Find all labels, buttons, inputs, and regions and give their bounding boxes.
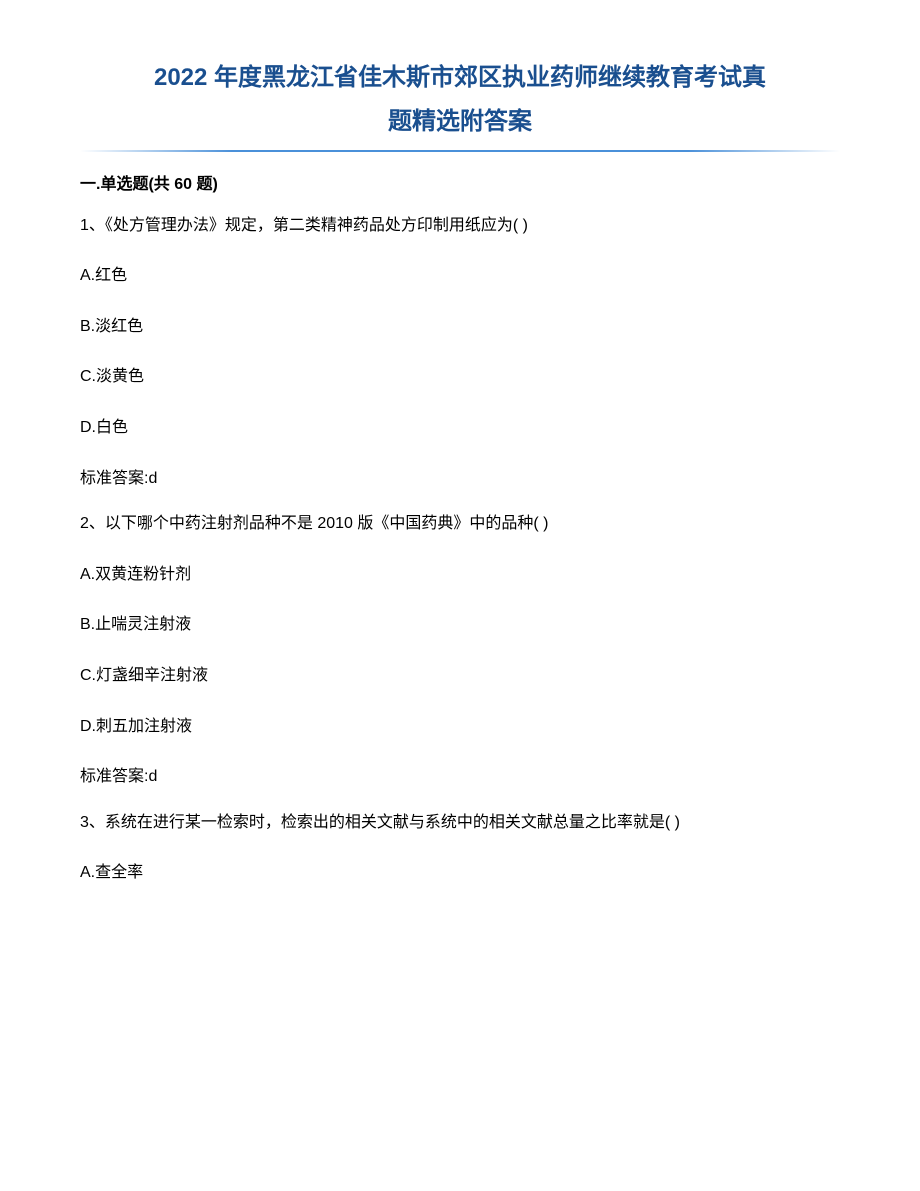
question-1: 1、《处方管理办法》规定，第二类精神药品处方印制用纸应为( ) bbox=[80, 213, 840, 239]
document-title-line1: 2022 年度黑龙江省佳木斯市郊区执业药师继续教育考试真 bbox=[80, 60, 840, 96]
option-1c: C.淡黄色 bbox=[80, 364, 840, 390]
option-1d: D.白色 bbox=[80, 415, 840, 441]
document-title-line2: 题精选附答案 bbox=[80, 104, 840, 140]
question-text: 系统在进行某一检索时，检索出的相关文献与系统中的相关文献总量之比率就是( ) bbox=[105, 814, 680, 831]
answer-1: 标准答案:d bbox=[80, 466, 840, 492]
option-2a: A.双黄连粉针剂 bbox=[80, 562, 840, 588]
question-number: 2、 bbox=[80, 515, 105, 532]
question-text: 以下哪个中药注射剂品种不是 2010 版《中国药典》中的品种( ) bbox=[105, 515, 549, 532]
option-2c: C.灯盏细辛注射液 bbox=[80, 663, 840, 689]
question-2: 2、以下哪个中药注射剂品种不是 2010 版《中国药典》中的品种( ) bbox=[80, 511, 840, 537]
option-2b: B.止喘灵注射液 bbox=[80, 612, 840, 638]
question-3: 3、系统在进行某一检索时，检索出的相关文献与系统中的相关文献总量之比率就是( ) bbox=[80, 810, 840, 836]
option-3a: A.查全率 bbox=[80, 860, 840, 886]
question-number: 3、 bbox=[80, 814, 105, 831]
question-text: 《处方管理办法》规定，第二类精神药品处方印制用纸应为( ) bbox=[105, 217, 528, 234]
title-divider bbox=[80, 150, 840, 152]
section-heading: 一.单选题(共 60 题) bbox=[80, 172, 840, 198]
option-2d: D.刺五加注射液 bbox=[80, 714, 840, 740]
question-number: 1、 bbox=[80, 217, 105, 234]
option-1a: A.红色 bbox=[80, 263, 840, 289]
answer-2: 标准答案:d bbox=[80, 764, 840, 790]
option-1b: B.淡红色 bbox=[80, 314, 840, 340]
